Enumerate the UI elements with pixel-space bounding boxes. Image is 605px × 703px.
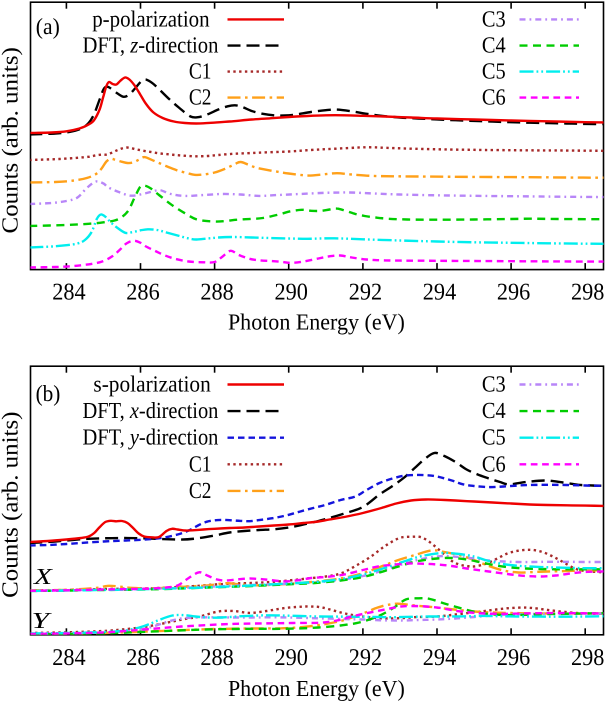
svg-text:Counts (arb. units): Counts (arb. units): [0, 47, 23, 233]
svg-text:286: 286: [126, 280, 159, 306]
svg-text:(a): (a): [36, 14, 60, 39]
svg-text:290: 290: [275, 645, 308, 671]
svg-text:286: 286: [126, 645, 159, 671]
svg-text:DFT, x-direction: DFT, x-direction: [83, 398, 219, 423]
svg-text:C4: C4: [482, 398, 506, 423]
svg-text:(b): (b): [36, 381, 61, 406]
svg-text:Photon Energy (eV): Photon Energy (eV): [228, 676, 405, 701]
svg-text:292: 292: [349, 280, 382, 306]
svg-text:C2: C2: [189, 85, 212, 110]
svg-text:294: 294: [423, 645, 456, 671]
svg-text:290: 290: [275, 280, 308, 306]
svg-text:s-polarization: s-polarization: [93, 372, 211, 397]
svg-text:C1: C1: [189, 451, 212, 476]
svg-text:292: 292: [349, 645, 382, 671]
svg-text:296: 296: [497, 280, 530, 306]
svg-text:294: 294: [423, 280, 456, 306]
svg-text:C6: C6: [482, 85, 506, 110]
svg-text:298: 298: [571, 280, 604, 306]
svg-text:C6: C6: [482, 451, 506, 476]
svg-text:Y: Y: [32, 608, 53, 633]
svg-text:DFT, z-direction: DFT, z-direction: [83, 33, 219, 58]
svg-text:X: X: [33, 564, 53, 589]
svg-text:C4: C4: [482, 33, 506, 58]
svg-text:288: 288: [200, 645, 233, 671]
svg-text:C3: C3: [482, 372, 506, 397]
svg-text:C3: C3: [482, 6, 506, 31]
svg-text:C5: C5: [482, 59, 506, 84]
svg-text:DFT, y-direction: DFT, y-direction: [83, 425, 219, 450]
svg-text:C2: C2: [189, 478, 212, 503]
svg-text:C5: C5: [482, 425, 506, 450]
svg-text:288: 288: [200, 280, 233, 306]
svg-text:C1: C1: [189, 59, 212, 84]
svg-text:296: 296: [497, 645, 530, 671]
svg-text:284: 284: [52, 645, 85, 671]
svg-text:Photon Energy (eV): Photon Energy (eV): [228, 310, 405, 335]
svg-text:Counts (arb. units): Counts (arb. units): [0, 412, 23, 598]
svg-text:284: 284: [52, 280, 85, 306]
svg-text:p-polarization: p-polarization: [92, 6, 210, 31]
svg-text:298: 298: [571, 645, 604, 671]
